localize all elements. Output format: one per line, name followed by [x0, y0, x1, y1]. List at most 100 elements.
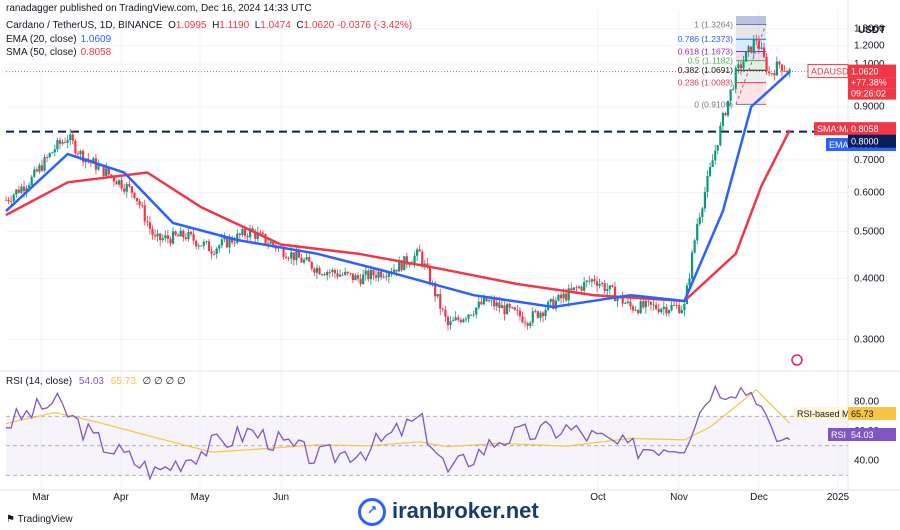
candle-body: [485, 297, 488, 302]
candle-body: [210, 251, 213, 254]
candle-body: [287, 258, 290, 259]
candle-body: [639, 301, 642, 314]
price-tick-label: 0.9000: [854, 102, 885, 113]
candle-body: [475, 307, 478, 315]
candle-body: [783, 71, 786, 72]
fib-label: 0 (0.9100): [694, 99, 733, 109]
candle-body: [25, 188, 28, 192]
candle-body: [541, 312, 545, 317]
candle-body: [284, 256, 288, 259]
candle-body: [526, 323, 529, 326]
candle-body: [552, 298, 555, 309]
candle-body: [153, 235, 157, 237]
rsi-legend[interactable]: RSI (14, close) 54.03 65.73 ∅ ∅ ∅ ∅: [6, 376, 186, 387]
candle-body: [20, 186, 23, 193]
candle-body: [349, 273, 352, 274]
time-tick-label: Nov: [670, 492, 688, 503]
candle-body: [362, 274, 365, 285]
candle-body: [338, 274, 342, 277]
candle-body: [51, 152, 54, 154]
time-tick-label: May: [191, 492, 210, 503]
candle-body: [15, 189, 18, 195]
candle-body: [35, 169, 38, 172]
candle-body: [302, 259, 306, 263]
rsi-axis-value: 54.03: [851, 430, 874, 440]
candle-body: [714, 150, 717, 161]
candle-body: [768, 71, 771, 74]
sma-legend[interactable]: SMA (50, close) 0.8058: [6, 47, 112, 58]
candle-body: [189, 231, 193, 235]
candle-body: [261, 232, 265, 234]
ohlc-h: H1.1190: [212, 20, 250, 31]
fib-zone: [736, 82, 766, 105]
candle-body: [48, 153, 51, 158]
candle-body: [590, 279, 593, 282]
candle-body: [660, 308, 663, 313]
price-tick-label: 0.7000: [854, 155, 885, 166]
candle-body: [359, 278, 362, 285]
candle-body: [138, 201, 141, 206]
candle-body: [323, 274, 326, 276]
candle-body: [678, 305, 681, 314]
candle-body: [511, 307, 514, 309]
candle-body: [405, 256, 408, 265]
candle-body: [716, 145, 719, 151]
ema-legend[interactable]: EMA (20, close) 1.0609: [6, 34, 112, 45]
candle-body: [665, 306, 668, 314]
rsi-ma-axis-name-bg: [794, 407, 848, 420]
candle-body: [238, 233, 241, 235]
candle-body: [61, 142, 64, 144]
candle-body: [680, 310, 683, 314]
candle-body: [249, 228, 252, 238]
candle-body: [241, 229, 244, 235]
candle-body: [498, 302, 501, 309]
ema-axis-name-bg: [826, 138, 848, 151]
candle-body: [254, 231, 257, 239]
rsi-ma-axis-value-bg: [848, 407, 896, 420]
candle-body: [192, 234, 195, 241]
ohlc-o: O1.0995: [168, 20, 207, 31]
candle-body: [177, 234, 180, 237]
fib-zone: [736, 70, 766, 83]
candle-body: [372, 269, 375, 276]
time-tick-label: Jun: [273, 492, 289, 503]
candle-body: [197, 245, 200, 247]
candle-body: [331, 270, 334, 273]
fib-zone: [736, 51, 766, 61]
candle-body: [441, 308, 444, 310]
ema20-line: [5, 70, 791, 309]
fib-label: 0.618 (1.1673): [678, 47, 733, 57]
candle-body: [690, 252, 694, 279]
candle-body: [711, 160, 714, 168]
candle-body: [159, 233, 162, 241]
candle-body: [744, 51, 748, 62]
price-tick-label: 0.6000: [854, 188, 885, 199]
candle-body: [726, 100, 730, 116]
candle-body: [454, 317, 457, 321]
candle-body: [662, 306, 665, 309]
candle-body: [243, 229, 247, 236]
candle-body: [729, 89, 732, 101]
candle-body: [351, 273, 354, 281]
symbol-tag-bg: [808, 64, 848, 78]
price-tick-label: 1.2000: [854, 41, 885, 52]
candle-body: [567, 288, 570, 301]
candle-body: [655, 304, 658, 309]
candle-body: [374, 275, 378, 278]
candle-body: [295, 251, 298, 261]
candle-body: [585, 280, 588, 283]
tradingview-logo[interactable]: ⚑ TradingView: [6, 514, 73, 525]
tv-brand: TradingView: [17, 514, 73, 525]
candle-body: [92, 158, 95, 162]
candle-body: [392, 269, 396, 273]
candle-body: [452, 320, 455, 322]
candle-body: [151, 228, 154, 236]
candle-body: [752, 39, 755, 53]
candle-body: [696, 223, 699, 241]
candle-body: [637, 310, 640, 314]
candle-body: [69, 134, 72, 140]
symbol-tag: ADAUSDT: [811, 67, 855, 77]
candle-body: [200, 245, 203, 247]
candle-body: [207, 241, 211, 252]
